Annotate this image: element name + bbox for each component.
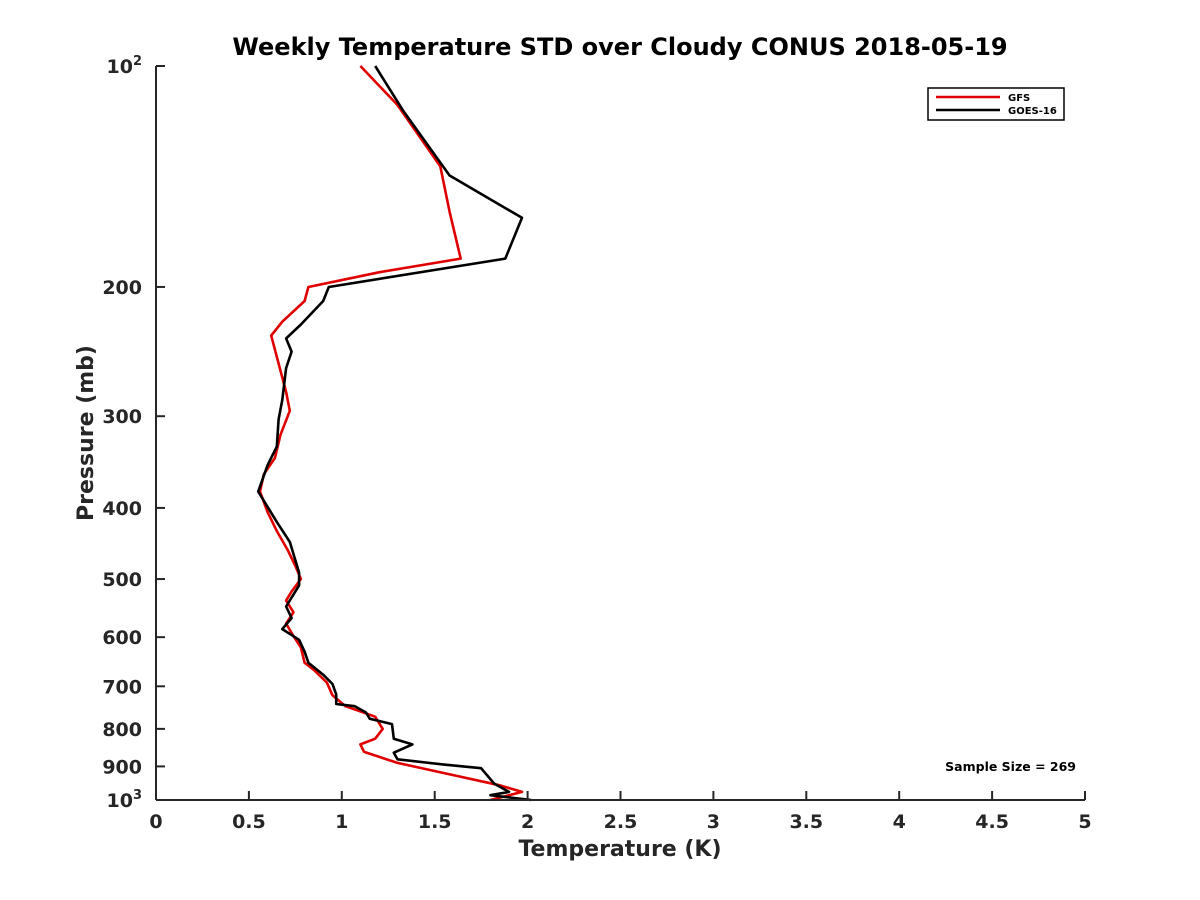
x-tick-label: 2.5 (604, 811, 638, 833)
y-tick-label: 700 (102, 676, 142, 698)
y-tick-label: 900 (102, 756, 142, 778)
sample-size-annotation: Sample Size = 269 (945, 759, 1076, 774)
legend-label-gfs: GFS (1008, 93, 1030, 104)
legend-label-goes-16: GOES-16 (1008, 106, 1057, 117)
y-tick-label: 103 (107, 788, 143, 812)
series-line-goes-16 (256, 65, 532, 802)
legend: GFS GOES-16 (927, 87, 1065, 121)
series-line-gfs (258, 65, 524, 802)
x-tick-label: 4.5 (975, 811, 1009, 833)
x-tick-label: 0 (149, 811, 162, 833)
x-tick-label: 1 (335, 811, 348, 833)
plot-area (256, 65, 532, 802)
x-tick-label: 1.5 (418, 811, 452, 833)
x-tick-label: 4 (893, 811, 906, 833)
legend-box (927, 87, 1065, 121)
x-tick-label: 0.5 (232, 811, 266, 833)
y-tick-label: 800 (102, 719, 142, 741)
y-tick-label: 500 (102, 569, 142, 591)
y-tick-label: 400 (102, 498, 142, 520)
chart-title: Weekly Temperature STD over Cloudy CONUS… (232, 33, 1007, 61)
y-axis-label: Pressure (mb) (74, 345, 99, 521)
x-tick-label: 3.5 (789, 811, 823, 833)
axes: 0 0.5 1 1.5 2 2.5 3 3.5 4 4.5 5 102 200 300 400 500 600 7… (102, 54, 1091, 833)
x-tick-label: 5 (1078, 811, 1091, 833)
y-tick-label: 600 (102, 627, 142, 649)
x-tick-label: 2 (521, 811, 534, 833)
y-tick-label: 200 (102, 277, 142, 299)
y-tick-label: 300 (102, 406, 142, 428)
y-tick-label: 102 (107, 54, 143, 78)
x-tick-label: 3 (707, 811, 720, 833)
x-axis-label: Temperature (K) (518, 837, 721, 862)
